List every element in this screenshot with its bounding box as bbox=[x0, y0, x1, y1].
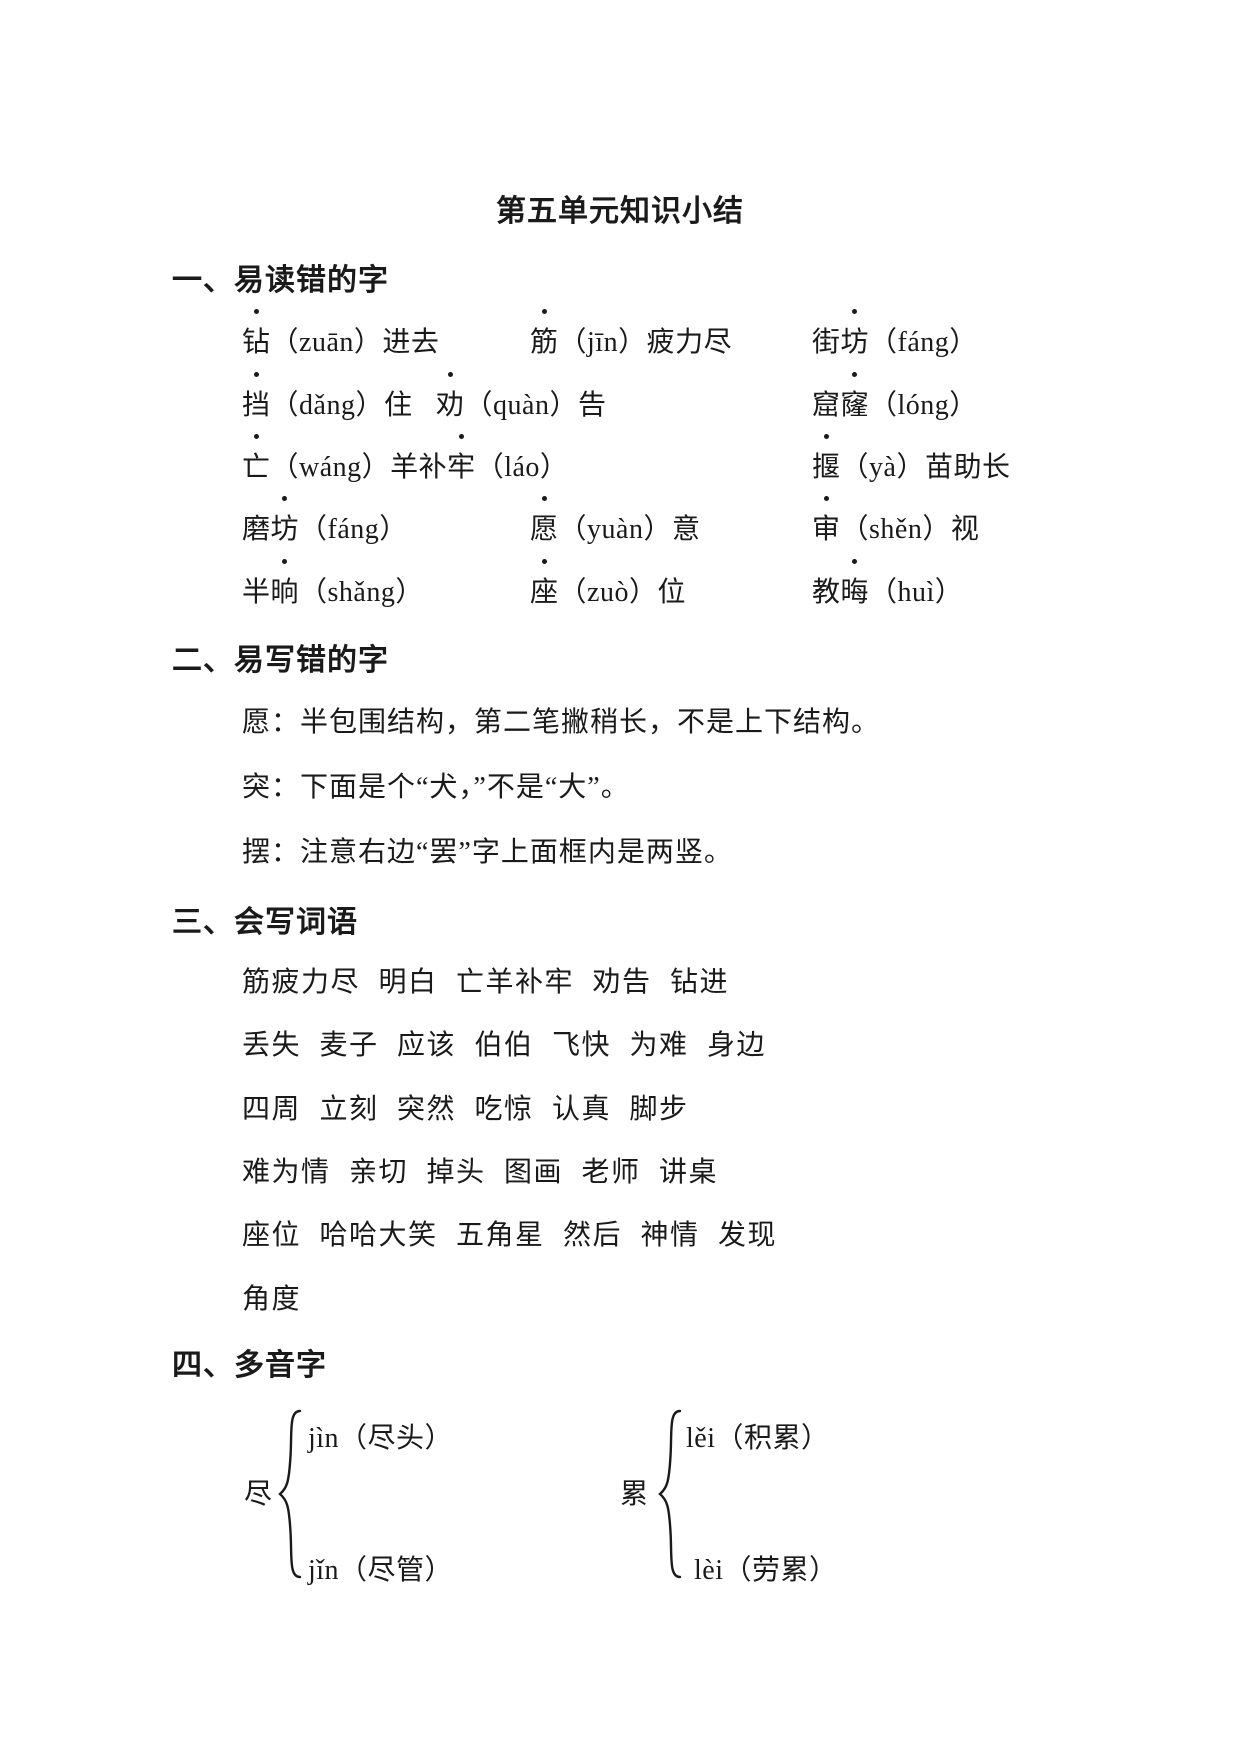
entry-zuo: 座（zuò）位 bbox=[530, 559, 686, 610]
entry-text: （huì） bbox=[869, 577, 964, 608]
word-line: 四周 立刻 突然 吃惊 认真 脚步 bbox=[242, 1094, 689, 1125]
note-item: 愿：半包围结构，第二笔撇稍长，不是上下结构。 bbox=[242, 707, 881, 738]
entry-text: （fáng） bbox=[299, 514, 408, 545]
dotted-char: 筋 bbox=[530, 309, 559, 360]
entry-yuan: 愿（yuàn）意 bbox=[530, 496, 701, 547]
entry-text: （zuò）位 bbox=[558, 577, 686, 608]
brace-icon bbox=[278, 1409, 302, 1579]
entry-jin: 筋（jīn）疲力尽 bbox=[530, 309, 733, 360]
entry-kulong: 窟窿（lóng） bbox=[812, 372, 978, 423]
dotted-char: 坊 bbox=[271, 496, 300, 547]
word-line: 筋疲力尽 明白 亡羊补牢 劝告 钻进 bbox=[242, 967, 730, 998]
dotted-char: 晦 bbox=[841, 559, 870, 610]
dotted-char: 钻 bbox=[242, 309, 271, 360]
entry-text: （shěn）视 bbox=[840, 514, 980, 545]
entry-text: （zuān）进去 bbox=[270, 327, 440, 358]
pronunciation-option: lěi（积累） bbox=[686, 1423, 830, 1454]
entry-text: （fáng） bbox=[869, 327, 978, 358]
entry-text: （dǎng）住 bbox=[270, 390, 413, 421]
entry-jiefang: 街坊（fáng） bbox=[812, 309, 978, 360]
entry-text: （quàn）告 bbox=[464, 390, 607, 421]
dotted-char: 座 bbox=[530, 559, 559, 610]
note-item: 突：下面是个“犬，”不是“大”。 bbox=[242, 772, 630, 803]
section-heading-2: 二、易写错的字 bbox=[172, 644, 389, 677]
polyphonic-char-lei: 累 bbox=[620, 1479, 649, 1510]
dotted-char: 晌 bbox=[271, 559, 300, 610]
entry-ya: 揠（yà）苗助长 bbox=[812, 434, 1011, 485]
entry-text: （lóng） bbox=[869, 390, 978, 421]
entry-text: 半 bbox=[242, 577, 271, 608]
dotted-char: 审 bbox=[812, 496, 841, 547]
word-line: 丢失 麦子 应该 伯伯 飞快 为难 身边 bbox=[242, 1030, 767, 1061]
word-line: 座位 哈哈大笑 五角星 然后 神情 发现 bbox=[242, 1220, 778, 1251]
brace-icon bbox=[658, 1409, 682, 1579]
dotted-char: 坊 bbox=[841, 309, 870, 360]
entry-zuan: 钻（zuān）进去 bbox=[242, 309, 440, 360]
word-line: 难为情 亲切 掉头 图画 老师 讲桌 bbox=[242, 1157, 719, 1188]
entry-text: （jīn）疲力尽 bbox=[558, 327, 733, 358]
section-heading-3: 三、会写词语 bbox=[172, 906, 358, 939]
word-line: 角度 bbox=[242, 1284, 302, 1315]
entry-text: 窟 bbox=[812, 390, 841, 421]
entry-text: （yuàn）意 bbox=[558, 514, 701, 545]
entry-text: （shǎng） bbox=[299, 577, 424, 608]
entry-mofang: 磨坊（fáng） bbox=[242, 496, 408, 547]
section-heading-4: 四、多音字 bbox=[172, 1349, 327, 1382]
entry-shen: 审（shěn）视 bbox=[812, 496, 980, 547]
dotted-char: 窿 bbox=[841, 372, 870, 423]
entry-text: 教 bbox=[812, 577, 841, 608]
dotted-char: 愿 bbox=[530, 496, 559, 547]
entry-text: （láo） bbox=[475, 452, 569, 483]
note-item: 摆：注意右边“罢”字上面框内是两竖。 bbox=[242, 837, 733, 868]
dotted-char: 挡 bbox=[242, 372, 271, 423]
dotted-char: 亡 bbox=[242, 434, 271, 485]
entry-jiaohui: 教晦（huì） bbox=[812, 559, 964, 610]
entry-dang: 挡（dǎng）住 bbox=[242, 372, 413, 423]
dotted-char: 揠 bbox=[812, 434, 841, 485]
entry-text: （wáng）羊补 bbox=[270, 452, 448, 483]
page-title: 第五单元知识小结 bbox=[496, 195, 744, 228]
entry-wang: 亡（wáng）羊补牢（láo） bbox=[242, 434, 569, 485]
dotted-char: 牢 bbox=[447, 434, 476, 485]
dotted-char: 劝 bbox=[436, 372, 465, 423]
pronunciation-option: jìn（尽头） bbox=[308, 1423, 454, 1454]
entry-banshang: 半晌（shǎng） bbox=[242, 559, 424, 610]
pronunciation-option: jǐn（尽管） bbox=[308, 1555, 454, 1586]
polyphonic-char-jin: 尽 bbox=[244, 1479, 273, 1510]
pronunciation-option: lèi（劳累） bbox=[694, 1555, 838, 1586]
entry-text: 磨 bbox=[242, 514, 271, 545]
entry-text: 街 bbox=[812, 327, 841, 358]
section-heading-1: 一、易读错的字 bbox=[172, 264, 389, 297]
entry-quan: 劝（quàn）告 bbox=[436, 372, 607, 423]
entry-text: （yà）苗助长 bbox=[840, 452, 1011, 483]
